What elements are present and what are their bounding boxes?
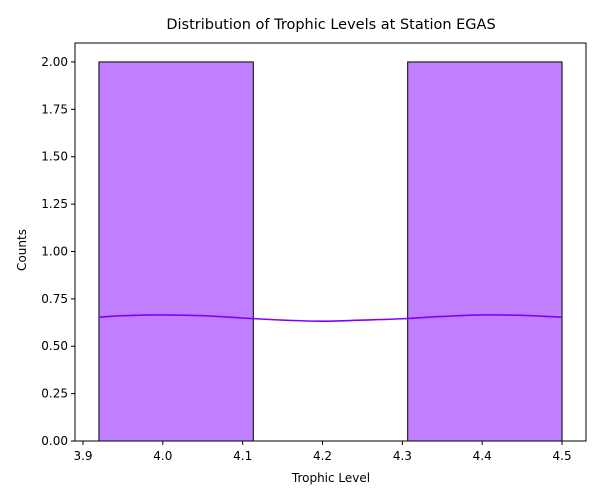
kde-curve bbox=[98, 314, 563, 323]
y-tick-label-0: 0.00 bbox=[41, 434, 68, 448]
y-axis-label: Counts bbox=[15, 229, 29, 271]
kde-layer bbox=[98, 314, 563, 323]
y-tick-label-1: 0.25 bbox=[41, 387, 68, 401]
x-tick-label-1: 4.0 bbox=[153, 449, 172, 463]
histogram-bar-0 bbox=[98, 61, 254, 442]
chart-title: Distribution of Trophic Levels at Statio… bbox=[166, 17, 495, 33]
histogram-bar-2 bbox=[407, 61, 563, 442]
y-tick-label-2: 0.50 bbox=[41, 339, 68, 353]
y-tick-label-8: 2.00 bbox=[41, 55, 68, 69]
x-tick-label-3: 4.2 bbox=[313, 449, 332, 463]
x-tick-label-5: 4.4 bbox=[473, 449, 492, 463]
plot-frame bbox=[74, 42, 587, 442]
x-tick-label-2: 4.1 bbox=[233, 449, 252, 463]
x-tick-label-6: 4.5 bbox=[553, 449, 572, 463]
x-tick-label-4: 4.3 bbox=[393, 449, 412, 463]
y-axis-ticks: 0.00 0.25 0.50 0.75 1.00 1.25 1.50 1.75 2.00 bbox=[41, 55, 75, 448]
x-tick-label-0: 3.9 bbox=[73, 449, 92, 463]
x-axis-label: Trophic Level bbox=[291, 471, 370, 485]
bars-layer bbox=[98, 61, 563, 442]
y-tick-label-5: 1.25 bbox=[41, 197, 68, 211]
y-tick-label-7: 1.75 bbox=[41, 102, 68, 116]
y-tick-label-4: 1.00 bbox=[41, 244, 68, 258]
x-axis-ticks: 3.9 4.0 4.1 4.2 4.3 4.4 4.5 bbox=[73, 441, 572, 463]
y-tick-label-6: 1.50 bbox=[41, 150, 68, 164]
y-tick-label-3: 0.75 bbox=[41, 292, 68, 306]
